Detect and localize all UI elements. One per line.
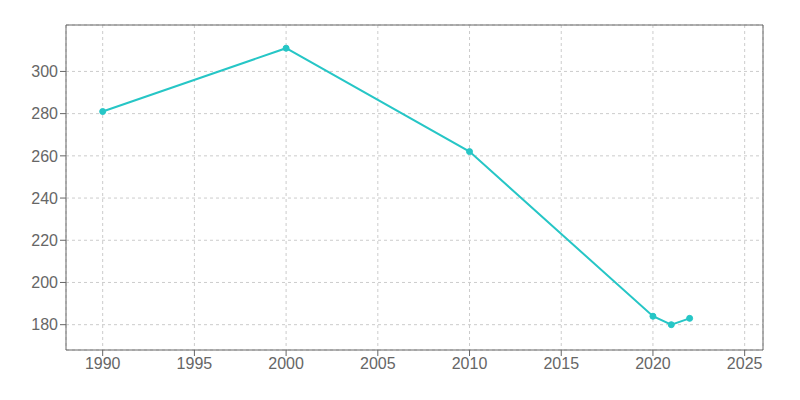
svg-text:2015: 2015: [543, 355, 579, 372]
svg-text:2025: 2025: [727, 355, 763, 372]
svg-text:220: 220: [31, 232, 58, 249]
svg-text:2005: 2005: [360, 355, 396, 372]
svg-text:2000: 2000: [268, 355, 304, 372]
svg-text:240: 240: [31, 190, 58, 207]
svg-text:280: 280: [31, 105, 58, 122]
svg-text:1990: 1990: [85, 355, 121, 372]
svg-text:200: 200: [31, 274, 58, 291]
svg-text:180: 180: [31, 316, 58, 333]
svg-text:1995: 1995: [177, 355, 213, 372]
svg-text:2020: 2020: [635, 355, 671, 372]
svg-text:300: 300: [31, 63, 58, 80]
svg-text:260: 260: [31, 148, 58, 165]
svg-text:2010: 2010: [452, 355, 488, 372]
